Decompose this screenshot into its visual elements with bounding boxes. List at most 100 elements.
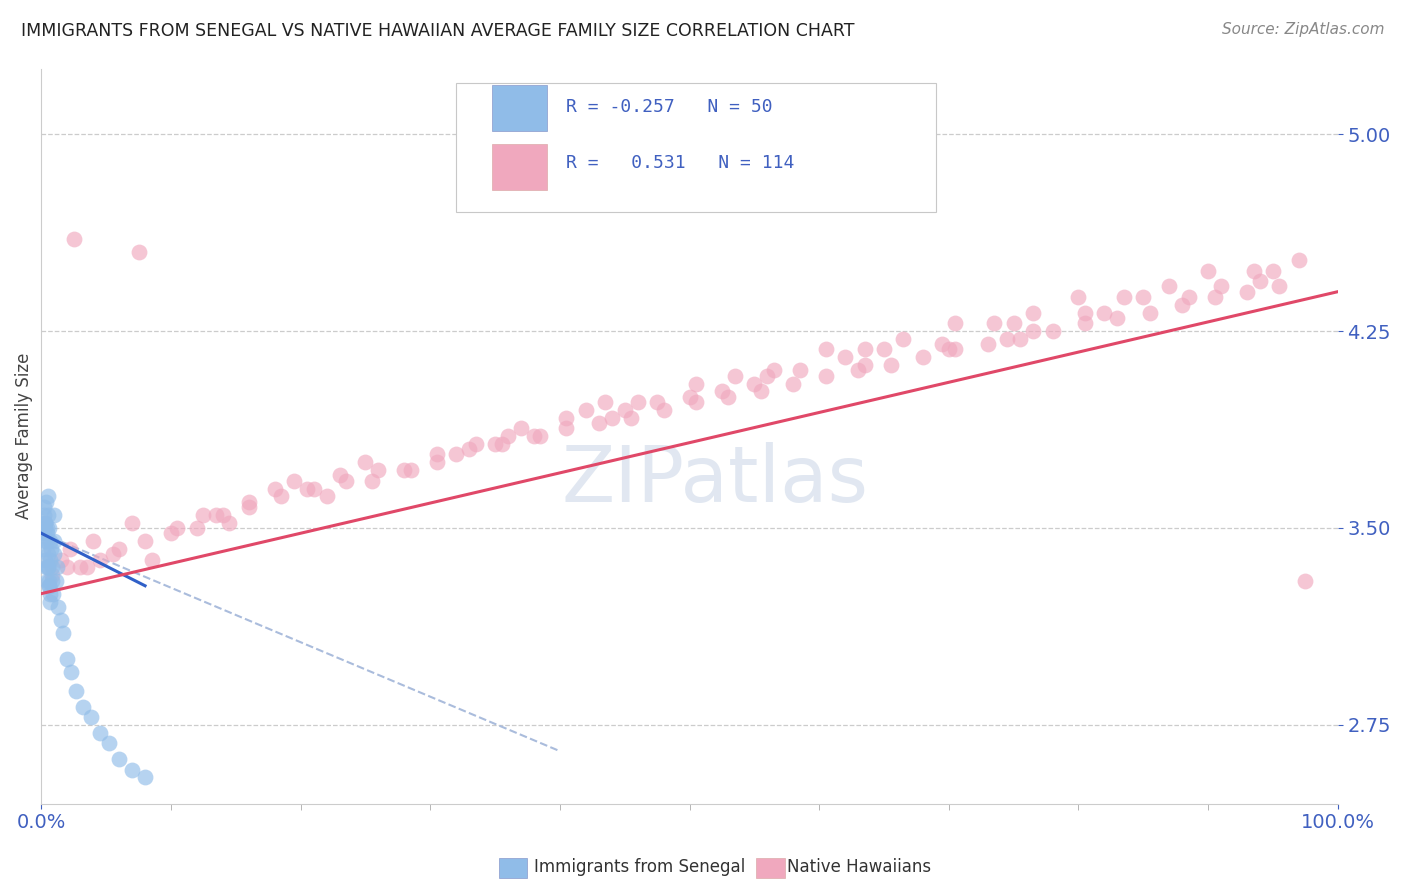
Point [484,437,506,451]
Point [762,363,785,377]
Point [35,494,58,508]
Point [37,490,59,504]
FancyBboxPatch shape [492,145,547,190]
Text: IMMIGRANTS FROM SENEGAL VS NATIVE HAWAIIAN AVERAGE FAMILY SIZE CORRELATION CHART: IMMIGRANTS FROM SENEGAL VS NATIVE HAWAII… [21,22,855,40]
Point [464,437,486,451]
Point [367,463,389,477]
Point [270,490,292,504]
Point [32,508,55,522]
Point [62,232,84,246]
Point [1002,316,1025,330]
Point [426,455,449,469]
Point [41,560,63,574]
Point [724,368,747,383]
Point [59,541,82,556]
Point [523,429,546,443]
Point [32,526,55,541]
Point [749,384,772,399]
Point [37,560,59,574]
Point [283,474,305,488]
Point [38,579,60,593]
Point [931,337,953,351]
Point [1022,324,1045,338]
Point [52,626,75,640]
Point [458,442,481,457]
Point [186,521,208,535]
Point [1042,324,1064,338]
Point [44,508,66,522]
Point [141,552,163,566]
Point [983,316,1005,330]
Point [834,351,856,365]
Point [38,579,60,593]
Point [335,474,357,488]
Point [555,410,578,425]
Point [1107,310,1129,325]
Point [128,245,150,260]
Point [49,613,72,627]
Point [529,429,551,443]
Point [238,500,260,514]
Point [717,390,740,404]
Point [328,468,350,483]
Point [977,337,1000,351]
Point [76,560,98,574]
Point [37,508,59,522]
Point [782,376,804,391]
Point [893,332,915,346]
Point [685,376,707,391]
Point [34,516,56,530]
Point [49,552,72,566]
Point [1132,290,1154,304]
Text: ZIPatlas: ZIPatlas [562,442,869,518]
Point [555,421,578,435]
Text: Native Hawaiians: Native Hawaiians [787,858,932,876]
Point [166,521,188,535]
Point [613,402,636,417]
Text: R =   0.531   N = 114: R = 0.531 N = 114 [567,153,794,171]
Point [44,547,66,561]
Point [1236,285,1258,299]
Point [108,541,131,556]
Point [56,652,79,666]
Point [34,521,56,535]
Point [394,463,416,477]
Point [193,508,215,522]
Point [82,534,104,549]
Point [1294,574,1316,588]
Point [1268,279,1291,293]
Point [814,368,837,383]
Point [39,594,62,608]
FancyBboxPatch shape [456,83,936,212]
Point [943,316,966,330]
Point [34,552,56,566]
Point [205,508,228,522]
Point [39,552,62,566]
Point [134,534,156,549]
FancyBboxPatch shape [492,86,547,131]
Point [41,574,63,588]
Point [645,395,668,409]
Point [1249,274,1271,288]
Point [491,437,513,451]
Point [69,560,91,574]
Point [1177,290,1199,304]
Point [37,560,59,574]
Point [35,521,58,535]
Point [620,410,643,425]
Point [302,482,325,496]
Point [814,343,837,357]
Point [1022,306,1045,320]
Point [1159,279,1181,293]
Point [710,384,733,399]
Point [1171,298,1194,312]
Point [354,455,377,469]
Point [101,547,124,561]
Point [160,526,183,541]
Point [32,500,55,514]
Point [1112,290,1135,304]
Point [35,560,58,574]
Point [426,448,449,462]
Point [853,358,876,372]
Point [72,699,94,714]
